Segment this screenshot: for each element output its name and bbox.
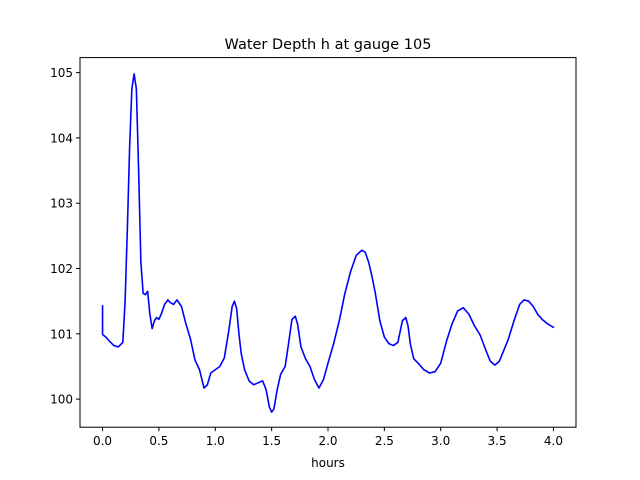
x-tick-label: 3.5: [488, 434, 507, 448]
x-tick-label: 3.0: [431, 434, 450, 448]
x-tick-label: 0.0: [93, 434, 112, 448]
x-tick-label: 0.5: [149, 434, 168, 448]
x-tick-label: 2.0: [318, 434, 337, 448]
x-axis-label: hours: [311, 456, 345, 470]
series-line-0: [101, 73, 555, 413]
y-tick-label: 105: [50, 66, 73, 80]
x-tick-label: 1.5: [262, 434, 281, 448]
x-axis: 0.0 0.5 1.0 1.5 2.0 2.5 3.0 3.5 4.0: [93, 427, 563, 448]
y-tick-label: 104: [50, 131, 73, 145]
y-axis: 100 101 102 103 104 105: [50, 66, 80, 407]
x-tick-label: 2.5: [375, 434, 394, 448]
x-tick-label: 1.0: [206, 434, 225, 448]
y-tick-label: 100: [50, 393, 73, 407]
y-tick-label: 103: [50, 197, 73, 211]
series-layer: [101, 73, 555, 413]
y-tick-label: 101: [50, 327, 73, 341]
x-tick-label: 4.0: [544, 434, 563, 448]
y-tick-label: 102: [50, 262, 73, 276]
chart-title: Water Depth h at gauge 105: [225, 37, 432, 53]
